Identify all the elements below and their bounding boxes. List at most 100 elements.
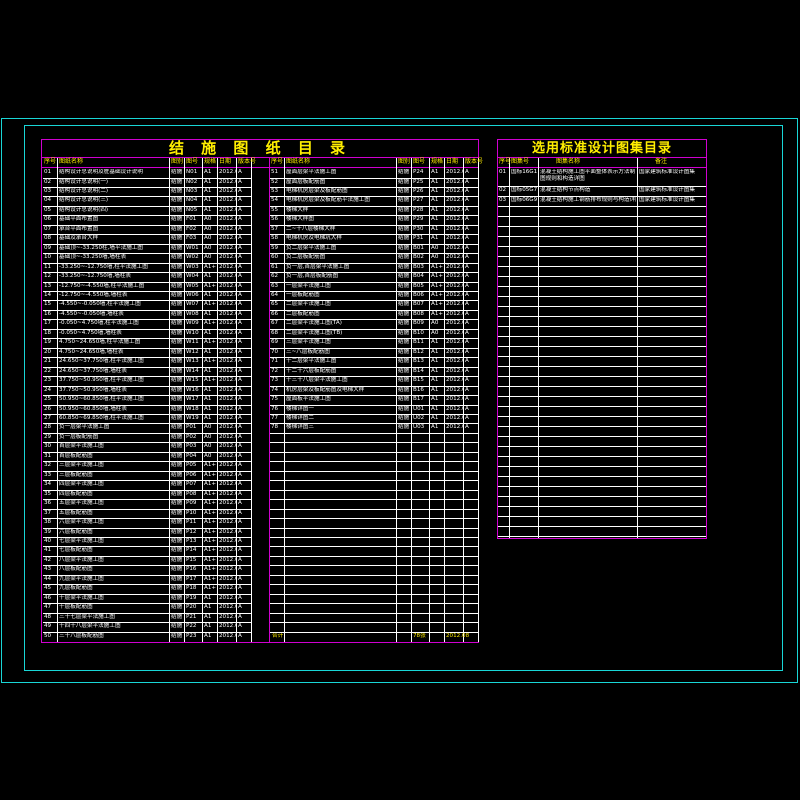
table-cell: 20 bbox=[44, 348, 52, 355]
table-cell: 64 bbox=[271, 292, 279, 298]
table-rule bbox=[43, 262, 251, 264]
table-cell: 2012.08 bbox=[219, 500, 236, 507]
table-cell: 结施 bbox=[171, 329, 183, 336]
table-cell: 49 bbox=[44, 623, 52, 630]
table-cell: A1+ bbox=[204, 471, 217, 478]
table-cell: B03 bbox=[413, 263, 424, 270]
table-cell: 55 bbox=[271, 206, 279, 213]
table-cell: A1 bbox=[204, 187, 212, 194]
table-cell: A bbox=[465, 386, 469, 393]
table-rule bbox=[43, 612, 251, 614]
table-cell: 2012.08 bbox=[219, 235, 236, 242]
table-cell: 十三十八层梁平法施工图 bbox=[286, 377, 348, 384]
table-cell: 41 bbox=[44, 547, 52, 554]
table-cell: 2012.08 bbox=[219, 367, 236, 374]
table-rule bbox=[43, 366, 251, 368]
table-cell: 结施 bbox=[171, 452, 183, 459]
table-cell: -4.550~-0.050墙,柱平法施工图 bbox=[59, 301, 141, 308]
standard-atlas-table bbox=[497, 139, 707, 539]
drawing-list-title: 结 施 图 纸 目 录 bbox=[168, 139, 352, 157]
table-cell: A1 bbox=[431, 358, 439, 365]
table-cell: A0 bbox=[431, 244, 439, 251]
table-cell: 2012.08 bbox=[446, 348, 463, 355]
table-cell: A1 bbox=[204, 415, 212, 421]
table-rule bbox=[43, 291, 251, 292]
table-rule bbox=[43, 234, 251, 236]
table-cell: 2012.08 bbox=[219, 443, 236, 450]
table-cell: P30 bbox=[413, 225, 424, 232]
table-cell: 4.750~24.650墙,柱平法施工图 bbox=[59, 339, 141, 346]
table-cell: A1 bbox=[431, 405, 439, 412]
table-cell: A bbox=[238, 169, 242, 175]
table-cell: A1+ bbox=[431, 292, 444, 298]
table-rule bbox=[270, 347, 478, 349]
table-rule bbox=[43, 328, 251, 330]
table-cell: P02 bbox=[186, 433, 197, 440]
table-cell: A1 bbox=[204, 348, 212, 355]
table-cell: 45 bbox=[44, 585, 52, 592]
table-rule bbox=[270, 499, 478, 501]
table-cell: A bbox=[465, 244, 469, 251]
table-rule bbox=[43, 546, 251, 548]
table-rule bbox=[497, 157, 707, 158]
table-rule bbox=[498, 306, 706, 307]
table-cell: 48 bbox=[44, 613, 52, 620]
table-cell: A0 bbox=[204, 424, 212, 431]
table-cell: 2012.08 bbox=[446, 244, 463, 251]
table-cell: 22 bbox=[44, 367, 52, 374]
table-cell: W01 bbox=[186, 244, 199, 251]
table-cell: 2012.08 bbox=[219, 613, 236, 620]
table-cell: -33.250~-12.750墙,墙柱表 bbox=[59, 273, 132, 280]
column-header: 日期 bbox=[219, 158, 232, 165]
table-rule bbox=[270, 186, 478, 188]
table-rule bbox=[251, 158, 252, 642]
table-cell: 国标06G901-1 bbox=[511, 197, 537, 203]
table-cell: A bbox=[465, 263, 469, 270]
table-cell: 75 bbox=[271, 396, 279, 402]
table-rule bbox=[43, 395, 251, 396]
column-header: 图纸名称 bbox=[59, 158, 84, 165]
table-cell: A1+ bbox=[431, 310, 444, 317]
table-rule bbox=[498, 276, 706, 277]
table-cell: 2012.08 bbox=[219, 358, 236, 365]
table-cell: 基础及承台大样 bbox=[59, 235, 99, 242]
table-rule bbox=[43, 357, 251, 359]
table-cell: P26 bbox=[413, 187, 424, 194]
table-cell: 结施 bbox=[398, 187, 410, 194]
table-cell: W05 bbox=[186, 282, 199, 289]
table-cell: 2012.08 bbox=[219, 547, 236, 554]
table-cell: 2012.08 bbox=[219, 481, 236, 488]
table-cell: A1 bbox=[204, 178, 212, 185]
table-cell: A bbox=[238, 377, 242, 384]
table-cell: 十层板配筋图 bbox=[59, 604, 93, 611]
table-rule bbox=[270, 603, 478, 605]
table-cell: A bbox=[465, 339, 469, 346]
table-cell: B14 bbox=[413, 367, 424, 374]
table-rule bbox=[411, 158, 412, 642]
table-rule bbox=[270, 385, 478, 387]
table-cell: P01 bbox=[186, 424, 197, 431]
table-cell: 2012.08 bbox=[219, 424, 236, 431]
table-cell: 09 bbox=[44, 244, 52, 251]
table-rule bbox=[498, 466, 706, 467]
table-cell: P10 bbox=[186, 509, 197, 516]
table-cell: A1 bbox=[204, 292, 212, 298]
table-cell: A1 bbox=[431, 415, 439, 421]
table-cell: W12 bbox=[186, 348, 199, 355]
table-cell: 2012.08 bbox=[446, 282, 463, 289]
table-cell: 结施 bbox=[171, 225, 183, 232]
table-cell: W02 bbox=[186, 254, 199, 261]
table-cell: 68 bbox=[271, 329, 279, 336]
table-cell: A0 bbox=[204, 443, 212, 450]
table-cell: 2012.08 bbox=[219, 528, 236, 535]
table-rule bbox=[498, 236, 706, 237]
table-cell: A1 bbox=[204, 594, 212, 601]
table-cell: N03 bbox=[186, 187, 198, 194]
table-cell: 结施 bbox=[171, 367, 183, 374]
table-cell: 57 bbox=[271, 225, 279, 232]
table-cell: A bbox=[238, 225, 242, 232]
table-cell: A1+ bbox=[204, 566, 217, 573]
table-cell: A1 bbox=[204, 604, 212, 611]
table-cell: 结施 bbox=[398, 348, 410, 355]
table-cell: 结构设计总说明及桩基础设计说明 bbox=[59, 169, 143, 175]
